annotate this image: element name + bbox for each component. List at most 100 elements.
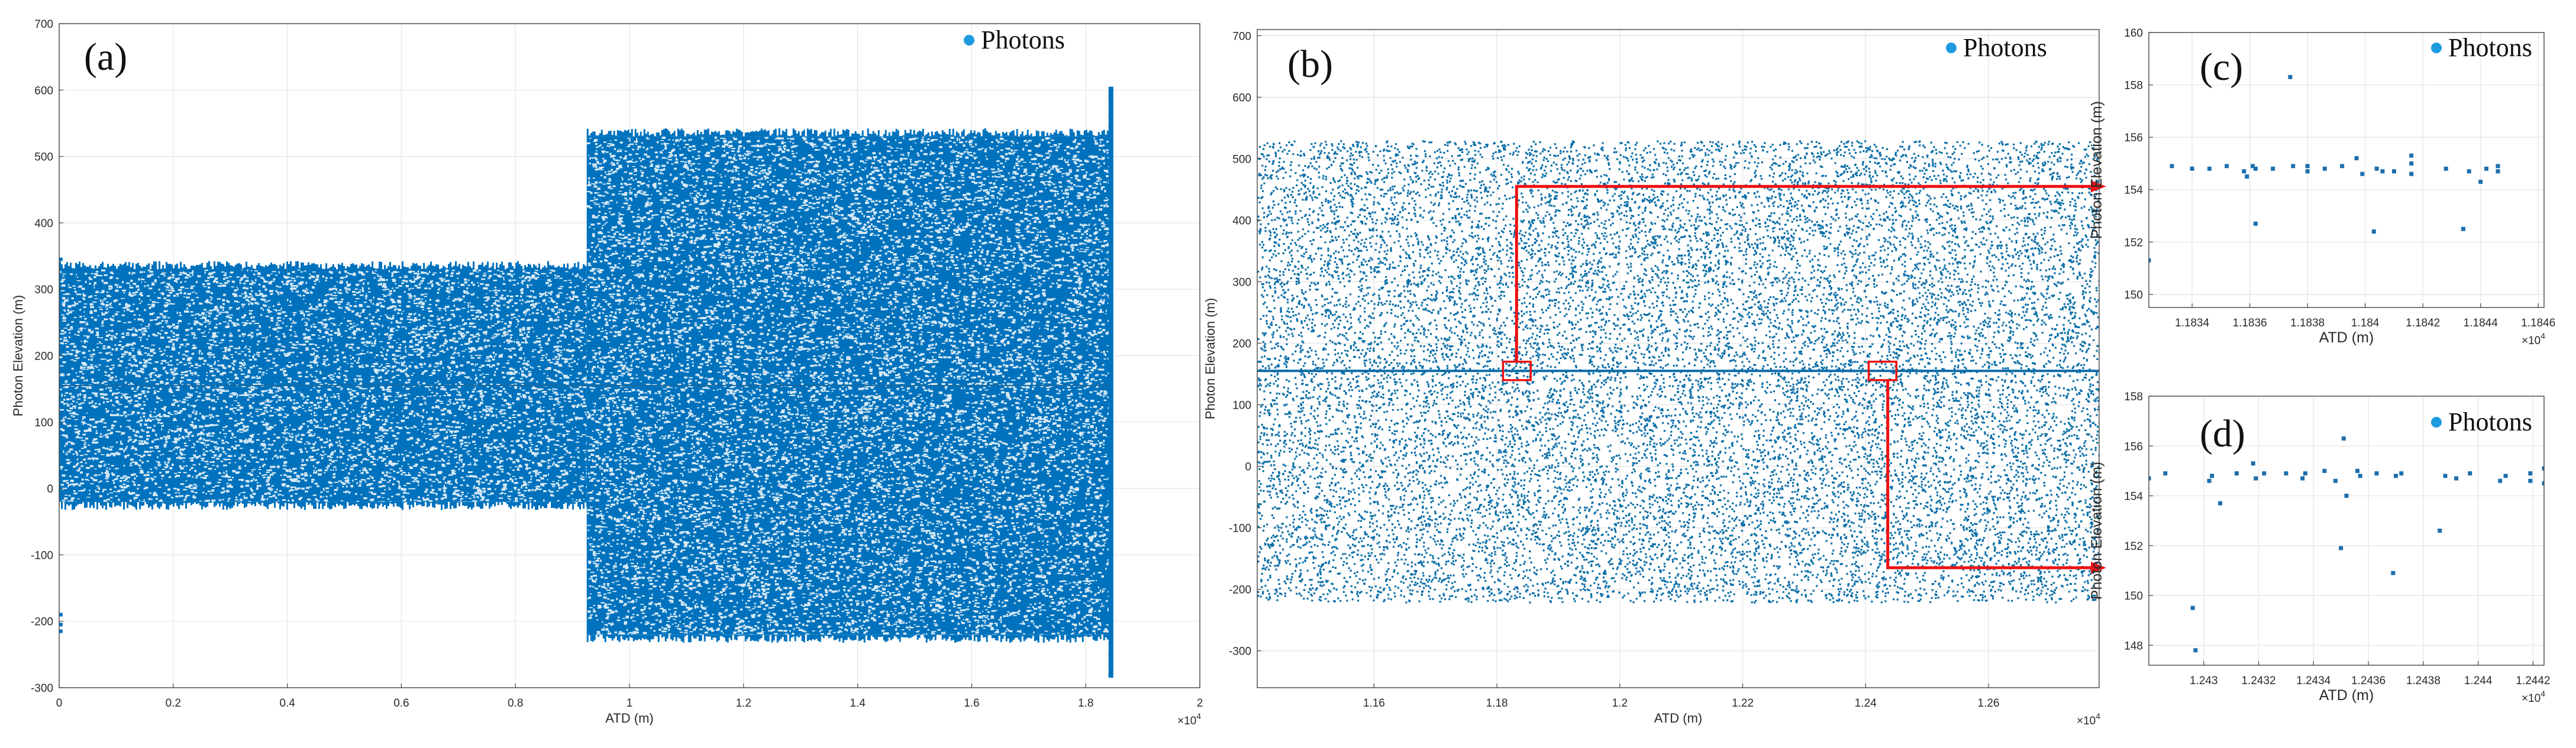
photon-point <box>59 629 63 633</box>
y-tick-label: 300 <box>1232 276 1251 289</box>
x-tick-label: 1.1844 <box>2464 317 2498 329</box>
photon-point <box>2498 478 2503 483</box>
photon-gaps <box>586 137 1116 637</box>
x-tick-label: 1.243 <box>2190 675 2218 687</box>
grid-lines <box>2149 396 2544 665</box>
legend: Photons <box>1946 33 2047 62</box>
y-tick-label: 152 <box>2124 540 2143 553</box>
y-tick-label: 148 <box>2124 640 2143 652</box>
y-axis-label: Photon Elevation (m) <box>11 295 25 416</box>
tick-labels: 0 0.2 0.4 0.6 0.8 1 1.2 1.4 1.6 1.8 2 -300 -200 -100 0… <box>31 18 1203 710</box>
x-exponent-base: ×10 <box>1177 715 1196 727</box>
photon-point <box>2542 466 2544 471</box>
zoom-arrow-head <box>2091 562 2106 574</box>
photon-point <box>2468 471 2472 476</box>
y-tick-label: 600 <box>34 85 53 97</box>
photon-points <box>2149 436 2544 653</box>
y-tick-label: 500 <box>34 151 53 164</box>
y-tick-label: 150 <box>2124 590 2143 603</box>
zoom-box <box>1867 360 1897 381</box>
x-tick-label: 2 <box>1197 697 1203 710</box>
legend-label: Photons <box>2448 407 2532 436</box>
tick-labels: 1.1834 1.1836 1.1838 1.184 1.1842 1.1844 1.184… <box>2124 27 2555 329</box>
photon-point <box>2190 605 2195 610</box>
photon-point <box>2262 471 2267 476</box>
legend-marker <box>1946 43 1957 53</box>
photon-point <box>2409 171 2414 176</box>
x-exponent-power: 4 <box>2541 689 2545 698</box>
x-axis-label: ATD (m) <box>2319 687 2374 704</box>
photon-points <box>2149 75 2500 263</box>
y-tick-label: 400 <box>34 218 53 230</box>
photon-point <box>2251 461 2255 466</box>
x-axis-label: ATD (m) <box>605 711 653 726</box>
legend-marker <box>964 35 974 46</box>
y-axis-label: Photon Elevation (m) <box>2088 462 2105 600</box>
x-tick-label: 1.26 <box>1978 697 2000 710</box>
x-exponent-label: ×104 <box>2077 711 2100 727</box>
photon-point <box>2333 478 2338 483</box>
photon-point <box>2305 169 2310 174</box>
photon-point <box>2394 474 2398 478</box>
x-axis-label: ATD (m) <box>1654 711 1702 726</box>
x-exponent-base: ×10 <box>2522 335 2541 347</box>
x-tick-label: 1 <box>627 697 633 710</box>
zoom-arrow <box>1886 380 2093 569</box>
x-tick-label: 1.6 <box>964 697 979 710</box>
y-tick-label: 0 <box>47 483 53 496</box>
photon-point <box>2225 164 2229 169</box>
photon-point <box>2371 229 2376 234</box>
x-tick-label: 0 <box>56 697 63 710</box>
photon-point <box>2149 476 2151 481</box>
photon-point <box>2496 164 2500 169</box>
y-tick-label: 100 <box>1232 400 1251 412</box>
photon-gaps <box>59 269 590 504</box>
photon-point <box>2251 164 2255 169</box>
photon-point <box>2322 468 2327 473</box>
photon-point <box>2484 166 2488 171</box>
photon-point <box>2528 471 2533 476</box>
photon-point <box>2467 169 2471 174</box>
photon-point <box>2409 153 2414 158</box>
photon-point <box>2374 471 2379 476</box>
x-tick-label: 1.2 <box>1612 697 1628 710</box>
x-tick-label: 1.16 <box>1363 697 1385 710</box>
photon-point <box>2354 156 2359 161</box>
x-tick-label: 1.1836 <box>2233 317 2267 329</box>
photon-point <box>2355 468 2360 473</box>
photon-point <box>2461 226 2465 231</box>
x-tick-label: 1.2434 <box>2296 675 2331 687</box>
photon-point <box>2339 546 2343 551</box>
y-axis-label: Photon Elevation (m) <box>2088 101 2105 239</box>
photon-point <box>59 613 63 617</box>
tick-labels: 1.243 1.2432 1.2434 1.2436 1.2438 1.244 1.2442… <box>2124 391 2550 687</box>
y-tick-label: -200 <box>31 616 53 629</box>
x-exponent-label: ×104 <box>2522 689 2545 705</box>
panel-label: (a) <box>84 35 127 79</box>
x-tick-label: 1.22 <box>1732 697 1754 710</box>
photon-point <box>2380 169 2385 174</box>
photon-point <box>2254 476 2258 481</box>
x-tick-label: 1.2 <box>736 697 751 710</box>
x-tick-label: 1.1846 <box>2521 317 2555 329</box>
y-tick-label: 600 <box>1232 92 1251 104</box>
x-tick-label: 1.1834 <box>2175 317 2210 329</box>
y-tick-label: 158 <box>2124 391 2143 403</box>
x-tick-label: 1.18 <box>1486 697 1508 710</box>
photon-point <box>2245 174 2249 179</box>
x-exponent-power: 4 <box>2541 331 2545 341</box>
y-tick-label: 100 <box>34 417 53 429</box>
x-exponent-base: ×10 <box>2522 692 2541 705</box>
photon-point <box>2193 648 2198 653</box>
photon-point <box>2391 169 2396 174</box>
photon-point <box>2443 474 2448 478</box>
photon-point <box>2163 471 2168 476</box>
legend-label: Photons <box>1963 33 2047 62</box>
photon-point <box>2253 221 2258 226</box>
y-tick-label: -300 <box>31 682 53 695</box>
x-axis-label: ATD (m) <box>2319 329 2374 346</box>
photon-point <box>2170 164 2174 169</box>
grid-lines <box>1257 30 2099 688</box>
photon-point <box>2454 476 2459 481</box>
x-tick-label: 0.2 <box>166 697 181 710</box>
